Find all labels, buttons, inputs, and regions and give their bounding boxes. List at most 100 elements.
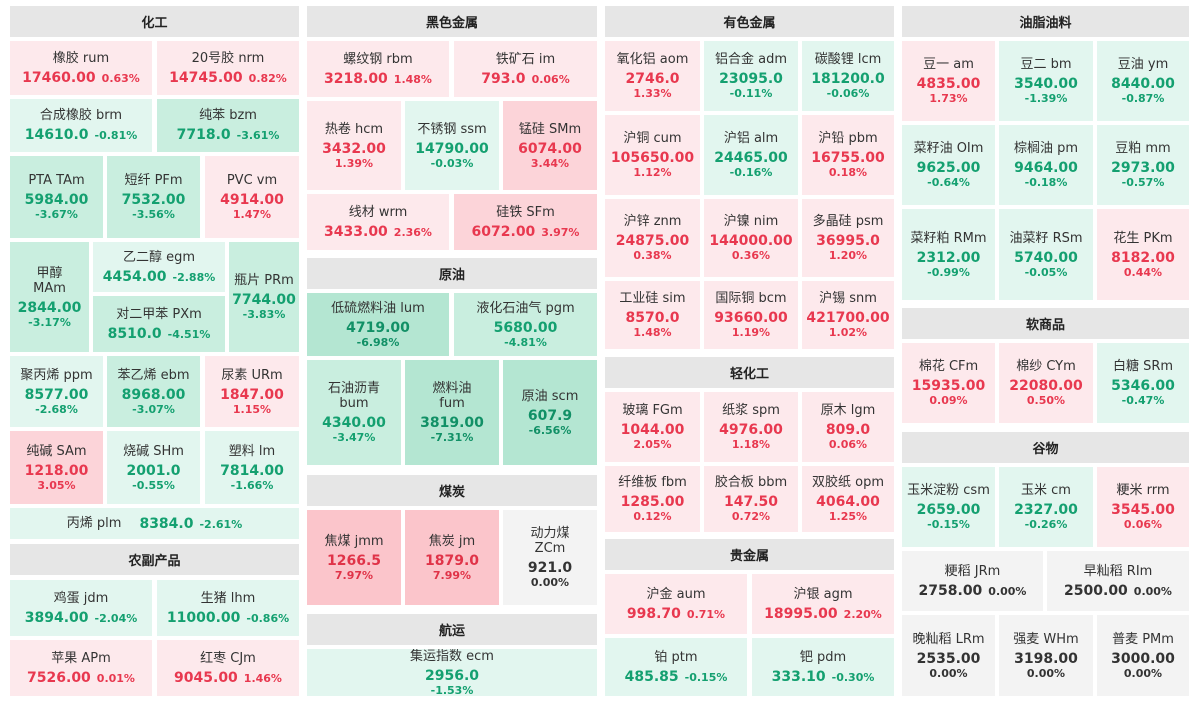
contract-tile-sim[interactable]: 工业硅 sim 8570.0 1.48% [605,281,700,349]
contract-tile-apm[interactable]: 苹果 APm 7526.00 0.01% [10,640,152,696]
contract-tile-nim[interactable]: 沪镍 nim 144000.00 0.36% [704,199,798,277]
contract-tile-tam[interactable]: PTA TAm 5984.00 -3.67% [10,156,103,238]
contract-tile-fgm[interactable]: 玻璃 FGm 1044.00 2.05% [605,392,700,462]
contract-tile-pbm[interactable]: 沪铅 pbm 16755.00 0.18% [802,115,894,195]
contract-tile-lgm[interactable]: 原木 lgm 809.0 0.06% [802,392,894,462]
contract-tile-pgm[interactable]: 液化石油气 pgm 5680.00 -4.81% [454,293,597,356]
quote-values: 24875.00 0.38% [616,233,690,262]
contract-tile-cfm[interactable]: 棉花 CFm 15935.00 0.09% [902,343,995,423]
contract-tile-sfm[interactable]: 硅铁 SFm 6072.00 3.97% [454,194,597,250]
contract-tile-mam[interactable]: 甲醇 MAm 2844.00 -3.17% [10,242,89,352]
contract-tile-shm[interactable]: 烧碱 SHm 2001.0 -0.55% [107,431,200,504]
quote-values: 16755.00 0.18% [811,150,885,179]
contract-tile-cym[interactable]: 棉纱 CYm 22080.00 0.50% [999,343,1093,423]
contract-tile-plm[interactable]: 丙烯 plm 8384.0 -2.61% [10,508,299,539]
contract-tile-am[interactable]: 豆一 am 4835.00 1.73% [902,41,995,121]
contract-tile-oim[interactable]: 菜籽油 OIm 9625.00 -0.64% [902,125,995,205]
contract-tile-ppm[interactable]: 聚丙烯 ppm 8577.00 -2.68% [10,356,103,427]
change-percent: 1.46% [243,671,282,685]
contract-tile-lrm[interactable]: 晚籼稻 LRm 2535.00 0.00% [902,615,995,696]
last-price: 4064.00 [816,494,880,510]
contract-tile-mm[interactable]: 豆粕 mm 2973.00 -0.57% [1097,125,1189,205]
contract-tile-lhm[interactable]: 生猪 lhm 11000.00 -0.86% [157,580,299,636]
contract-tile-rsm[interactable]: 油菜籽 RSm 5740.00 -0.05% [999,209,1093,300]
contract-tile-ssm[interactable]: 不锈钢 ssm 14790.00 -0.03% [405,101,499,190]
last-price: 998.70 [626,605,681,622]
contract-tile-bum[interactable]: 石油沥青 bum 4340.00 -3.47% [307,360,401,465]
change-percent: 2.36% [393,225,432,239]
contract-tile-snm[interactable]: 沪锡 snm 421700.00 1.02% [802,281,894,349]
contract-tile-bcm[interactable]: 国际铜 bcm 93660.00 1.19% [704,281,798,349]
change-percent: 0.01% [96,671,135,685]
contract-tile-fum[interactable]: 燃料油 fum 3819.00 -7.31% [405,360,499,465]
contract-tile-cm[interactable]: 玉米 cm 2327.00 -0.26% [999,467,1093,547]
contract-tile-opm[interactable]: 双胶纸 opm 4064.00 1.25% [802,466,894,532]
last-price: 7718.0 [176,127,231,143]
contract-tile-fbm[interactable]: 纤维板 fbm 1285.00 0.12% [605,466,700,532]
contract-tile-agm[interactable]: 沪银 agm 18995.00 2.20% [752,574,894,634]
contract-tile-adm[interactable]: 铝合金 adm 23095.0 -0.11% [704,41,798,111]
contract-tile-whm[interactable]: 强麦 WHm 3198.00 0.00% [999,615,1093,696]
contract-name: 锰硅 SMm [518,121,582,137]
contract-tile-prm[interactable]: 瓶片 PRm 7744.00 -3.83% [229,242,299,352]
contract-tile-rmm[interactable]: 菜籽粕 RMm 2312.00 -0.99% [902,209,995,300]
contract-tile-jmm[interactable]: 焦煤 jmm 1266.5 7.97% [307,510,401,605]
contract-tile-rim[interactable]: 早籼稻 RIm 2500.00 0.00% [1047,551,1189,611]
contract-tile-im[interactable]: 铁矿石 im 793.0 0.06% [454,41,597,97]
contract-tile-spm[interactable]: 纸浆 spm 4976.00 1.18% [704,392,798,462]
last-price: 8384.0 [139,515,194,532]
change-percent: -0.06% [826,87,870,100]
contract-tile-jdm[interactable]: 鸡蛋 jdm 3894.00 -2.04% [10,580,152,636]
quote-values: 1044.00 2.05% [621,422,685,451]
last-price: 17460.00 [22,69,96,86]
contract-tile-ym[interactable]: 豆油 ym 8440.00 -0.87% [1097,41,1189,121]
contract-tile-wrm[interactable]: 线材 wrm 3433.00 2.36% [307,194,449,250]
contract-tile-pm[interactable]: 棕榈油 pm 9464.00 -0.18% [999,125,1093,205]
last-price: 93660.00 [714,310,788,326]
contract-tile-znm[interactable]: 沪锌 znm 24875.00 0.38% [605,199,700,277]
contract-tile-zcm[interactable]: 动力煤 ZCm 921.0 0.00% [503,510,597,605]
contract-tile-nrm[interactable]: 20号胶 nrm 14745.00 0.82% [157,41,299,95]
contract-tile-rbm[interactable]: 螺纹钢 rbm 3218.00 1.48% [307,41,449,97]
contract-tile-bbm[interactable]: 胶合板 bbm 147.50 0.72% [704,466,798,532]
contract-tile-bm[interactable]: 豆二 bm 3540.00 -1.39% [999,41,1093,121]
contract-tile-srm[interactable]: 白糖 SRm 5346.00 -0.47% [1097,343,1189,423]
contract-tile-smm[interactable]: 锰硅 SMm 6074.00 3.44% [503,101,597,190]
quote-values: 105650.00 1.12% [611,150,694,179]
contract-tile-rum[interactable]: 橡胶 rum 17460.00 0.63% [10,41,152,95]
contract-tile-sam[interactable]: 纯碱 SAm 1218.00 3.05% [10,431,103,504]
contract-tile-lcm[interactable]: 碳酸锂 lcm 181200.0 -0.06% [802,41,894,111]
quote-values: 607.9 -6.56% [528,408,572,437]
change-percent: -3.56% [132,208,175,221]
contract-tile-ptm[interactable]: 铂 ptm 485.85 -0.15% [605,638,747,696]
contract-tile-egm[interactable]: 乙二醇 egm 4454.00 -2.88% [93,242,225,292]
contract-tile-urm[interactable]: 尿素 URm 1847.00 1.15% [205,356,299,427]
contract-tile-pxm[interactable]: 对二甲苯 PXm 8510.0 -4.51% [93,296,225,352]
contract-tile-alm[interactable]: 沪铝 alm 24465.00 -0.16% [704,115,798,195]
contract-tile-scm[interactable]: 原油 scm 607.9 -6.56% [503,360,597,465]
contract-tile-pmm[interactable]: 普麦 PMm 3000.00 0.00% [1097,615,1189,696]
contract-tile-ebm[interactable]: 苯乙烯 ebm 8968.00 -3.07% [107,356,200,427]
contract-tile-cjm[interactable]: 红枣 CJm 9045.00 1.46% [157,640,299,696]
contract-tile-brm[interactable]: 合成橡胶 brm 14610.0 -0.81% [10,99,152,152]
contract-tile-cum[interactable]: 沪铜 cum 105650.00 1.12% [605,115,700,195]
contract-tile-pfm[interactable]: 短纤 PFm 7532.00 -3.56% [107,156,200,238]
contract-tile-aum[interactable]: 沪金 aum 998.70 0.71% [605,574,747,634]
contract-tile-rrm[interactable]: 粳米 rrm 3545.00 0.06% [1097,467,1189,547]
section-header-agri-products: 农副产品 [10,544,299,575]
last-price: 9045.00 [174,669,238,686]
contract-tile-pkm[interactable]: 花生 PKm 8182.00 0.44% [1097,209,1189,300]
contract-tile-psm[interactable]: 多晶硅 psm 36995.0 1.20% [802,199,894,277]
quote-values: 3432.00 1.39% [322,141,386,170]
contract-tile-pdm[interactable]: 钯 pdm 333.10 -0.30% [752,638,894,696]
contract-tile-ecm[interactable]: 集运指数 ecm 2956.0 -1.53% [307,649,597,696]
contract-tile-aom[interactable]: 氧化铝 aom 2746.0 1.33% [605,41,700,111]
contract-tile-hcm[interactable]: 热卷 hcm 3432.00 1.39% [307,101,401,190]
contract-tile-jm[interactable]: 焦炭 jm 1879.0 7.99% [405,510,499,605]
contract-tile-jrm[interactable]: 粳稻 JRm 2758.00 0.00% [902,551,1043,611]
contract-tile-lm[interactable]: 塑料 lm 7814.00 -1.66% [205,431,299,504]
contract-tile-vm[interactable]: PVC vm 4914.00 1.47% [205,156,299,238]
contract-tile-lum[interactable]: 低硫燃料油 lum 4719.00 -6.98% [307,293,449,356]
contract-tile-bzm[interactable]: 纯苯 bzm 7718.0 -3.61% [157,99,299,152]
contract-tile-csm[interactable]: 玉米淀粉 csm 2659.00 -0.15% [902,467,995,547]
